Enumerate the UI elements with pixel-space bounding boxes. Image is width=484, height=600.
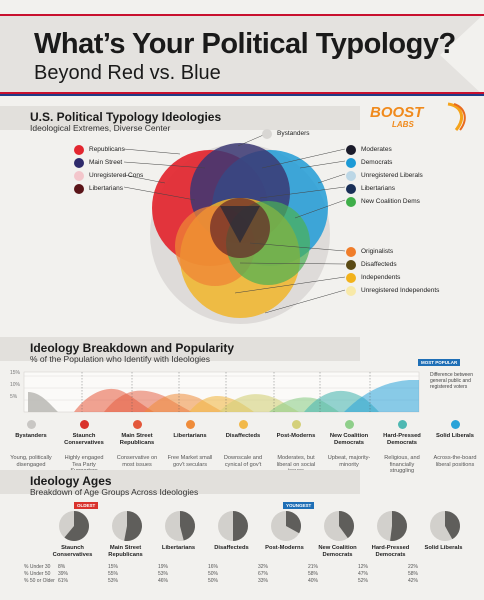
venn-right-legend: Moderates Democrats Unregistered Liberal…	[346, 144, 423, 207]
ages-title-band	[0, 470, 360, 494]
legend-dot	[346, 246, 356, 257]
age-table: % Under 30 8% 15% 19% 16% 32% 21% 12% 22…	[24, 564, 464, 585]
breakdown-marker	[397, 420, 407, 429]
y-tick-10: 10%	[10, 382, 21, 388]
legend-dot	[346, 285, 356, 296]
legend-disaffecteds: Disaffecteds	[346, 259, 439, 270]
legend-dot	[346, 259, 356, 270]
age-pie-slice-50-or-older	[64, 511, 89, 541]
y-tick-15: 15%	[10, 370, 21, 376]
age-label-main-street-republicans: Main Street Republicans	[108, 545, 143, 558]
legend-libertarians-left: Libertarians	[74, 183, 143, 194]
header-banner: What’s Your Political Typology? Beyond R…	[0, 0, 484, 96]
age-pie-slice-50-or-older	[445, 511, 460, 540]
legend-dot	[346, 144, 356, 155]
breakdown-marker	[450, 420, 460, 429]
age-pie-slice-50-or-older	[233, 511, 248, 541]
legend-dot	[346, 157, 356, 168]
difference-note: Difference between general public and re…	[430, 372, 473, 390]
age-label-disaffecteds: Disaffecteds	[214, 545, 249, 551]
age-label-hard-pressed-democrats: Hard-Pressed Democrats	[371, 545, 410, 558]
breakdown-marker	[185, 420, 195, 429]
venn-bottom-legend: Originalists Disaffecteds Independents U…	[346, 246, 439, 296]
page-title: What’s Your Political Typology?	[34, 28, 456, 60]
legend-dot	[74, 144, 84, 155]
age-pie-charts	[59, 511, 460, 541]
breakdown-item-hard-pressed-democrats: Hard-Pressed Democrats Religious, and fi…	[379, 420, 425, 475]
ideologies-title: U.S. Political Typology Ideologies	[30, 110, 222, 124]
legend-dot	[346, 272, 356, 283]
legend-new-coalition-dems: New Coalition Dems	[346, 196, 423, 207]
venn-left-legend: Republicans Main Street Unregistered Con…	[74, 144, 143, 194]
breakdown-item-staunch-conservatives: Staunch Conservatives Highly engaged Tea…	[61, 420, 107, 475]
page-subtitle: Beyond Red vs. Blue	[34, 62, 221, 84]
legend-bystanders: Bystanders	[262, 128, 310, 139]
legend-unregistered-cons: Unregistered Cons	[74, 170, 143, 181]
ages-title: Ideology Ages	[30, 474, 112, 488]
breakdown-items: Bystanders Young, politically disengaged…	[8, 420, 478, 475]
legend-independents: Independents	[346, 272, 439, 283]
age-row-under-30: % Under 30 8% 15% 19% 16% 32% 21% 12% 22…	[24, 564, 419, 570]
legend-dot	[262, 128, 272, 139]
breakdown-item-post-moderns: Post-Moderns Moderates, but liberal on s…	[273, 420, 319, 475]
legend-dot	[346, 170, 356, 181]
breakdown-marker	[291, 420, 301, 429]
oldest-tag: OLDEST	[74, 502, 99, 509]
legend-republicans: Republicans	[74, 144, 143, 155]
popularity-area-chart	[23, 371, 420, 413]
legend-main-street: Main Street	[74, 157, 143, 168]
legend-moderates: Moderates	[346, 144, 423, 155]
y-tick-5: 5%	[10, 394, 18, 400]
age-pie-slice-50-or-older	[180, 511, 196, 541]
breakdown-marker	[26, 420, 36, 429]
age-row-50-or-older: % 50 or Older 61% 53% 46% 50% 33% 40% 52…	[24, 578, 419, 584]
age-label-solid-liberals: Solid Liberals	[424, 545, 463, 551]
age-label-post-moderns: Post-Moderns	[265, 545, 304, 551]
breakdown-marker	[79, 420, 89, 429]
age-group-labels: Staunch Conservatives Main Street Republ…	[46, 545, 470, 559]
breakdown-marker	[238, 420, 248, 429]
breakdown-item-solid-liberals: Solid Liberals Across-the-board liberal …	[432, 420, 478, 475]
breakdown-marker	[344, 420, 354, 429]
banner-background	[0, 14, 484, 96]
youngest-tag: YOUNGEST	[283, 502, 315, 509]
ideologies-subtitle: Ideological Extremes, Diverse Center	[30, 123, 171, 133]
venn-leader-lines	[123, 132, 346, 314]
breakdown-item-main-street-republicans: Main Street Republicans Conservative on …	[114, 420, 160, 475]
breakdown-item-libertarians: Libertarians Free Market small gov't sec…	[167, 420, 213, 475]
legend-originalists: Originalists	[346, 246, 439, 257]
age-pie-slice-50-or-older	[286, 511, 301, 534]
legend-libertarians-right: Libertarians	[346, 183, 423, 194]
venn-moderates	[220, 206, 260, 243]
legend-dot	[346, 183, 356, 194]
legend-dot	[74, 157, 84, 168]
legend-unregistered-independents: Unregistered Independents	[346, 285, 439, 296]
breakdown-title: Ideology Breakdown and Popularity	[30, 341, 235, 355]
breakdown-subtitle: % of the Population who Identify with Id…	[30, 354, 211, 364]
legend-democrats: Democrats	[346, 157, 423, 168]
age-pie-slice-50-or-older	[124, 511, 142, 541]
breakdown-item-new-coalition-democrats: New Coalition Democrats Upbeat, majority…	[326, 420, 372, 475]
age-pie-slice-50-or-older	[339, 511, 355, 539]
age-label-new-coalition-democrats: New Coalition Democrats	[318, 545, 357, 558]
ideologies-title-band	[0, 106, 360, 130]
breakdown-item-disaffecteds: Disaffecteds Downscale and cynical of go…	[220, 420, 266, 475]
boost-labs-logo: BOOST LABS	[370, 100, 470, 136]
legend-dot	[74, 170, 84, 181]
logo-text-labs: LABS	[392, 120, 414, 129]
ages-subtitle: Breakdown of Age Groups Across Ideologie…	[30, 487, 199, 497]
logo-text-boost: BOOST	[370, 104, 424, 121]
breakdown-marker	[132, 420, 142, 429]
age-pie-slice-50-or-older	[390, 511, 408, 541]
legend-dot	[346, 196, 356, 207]
most-popular-tag: MOST POPULAR	[418, 359, 461, 366]
breakdown-item-bystanders: Bystanders Young, politically disengaged	[8, 420, 54, 475]
age-label-staunch-conservatives: Staunch Conservatives	[52, 545, 93, 558]
age-label-libertarians: Libertarians	[161, 545, 196, 551]
age-row-under-50: % Under 50 39% 55% 53% 50% 67% 58% 47% 5…	[24, 571, 419, 577]
breakdown-title-band	[0, 337, 360, 361]
legend-unregistered-liberals: Unregistered Liberals	[346, 170, 423, 181]
legend-dot	[74, 183, 84, 194]
